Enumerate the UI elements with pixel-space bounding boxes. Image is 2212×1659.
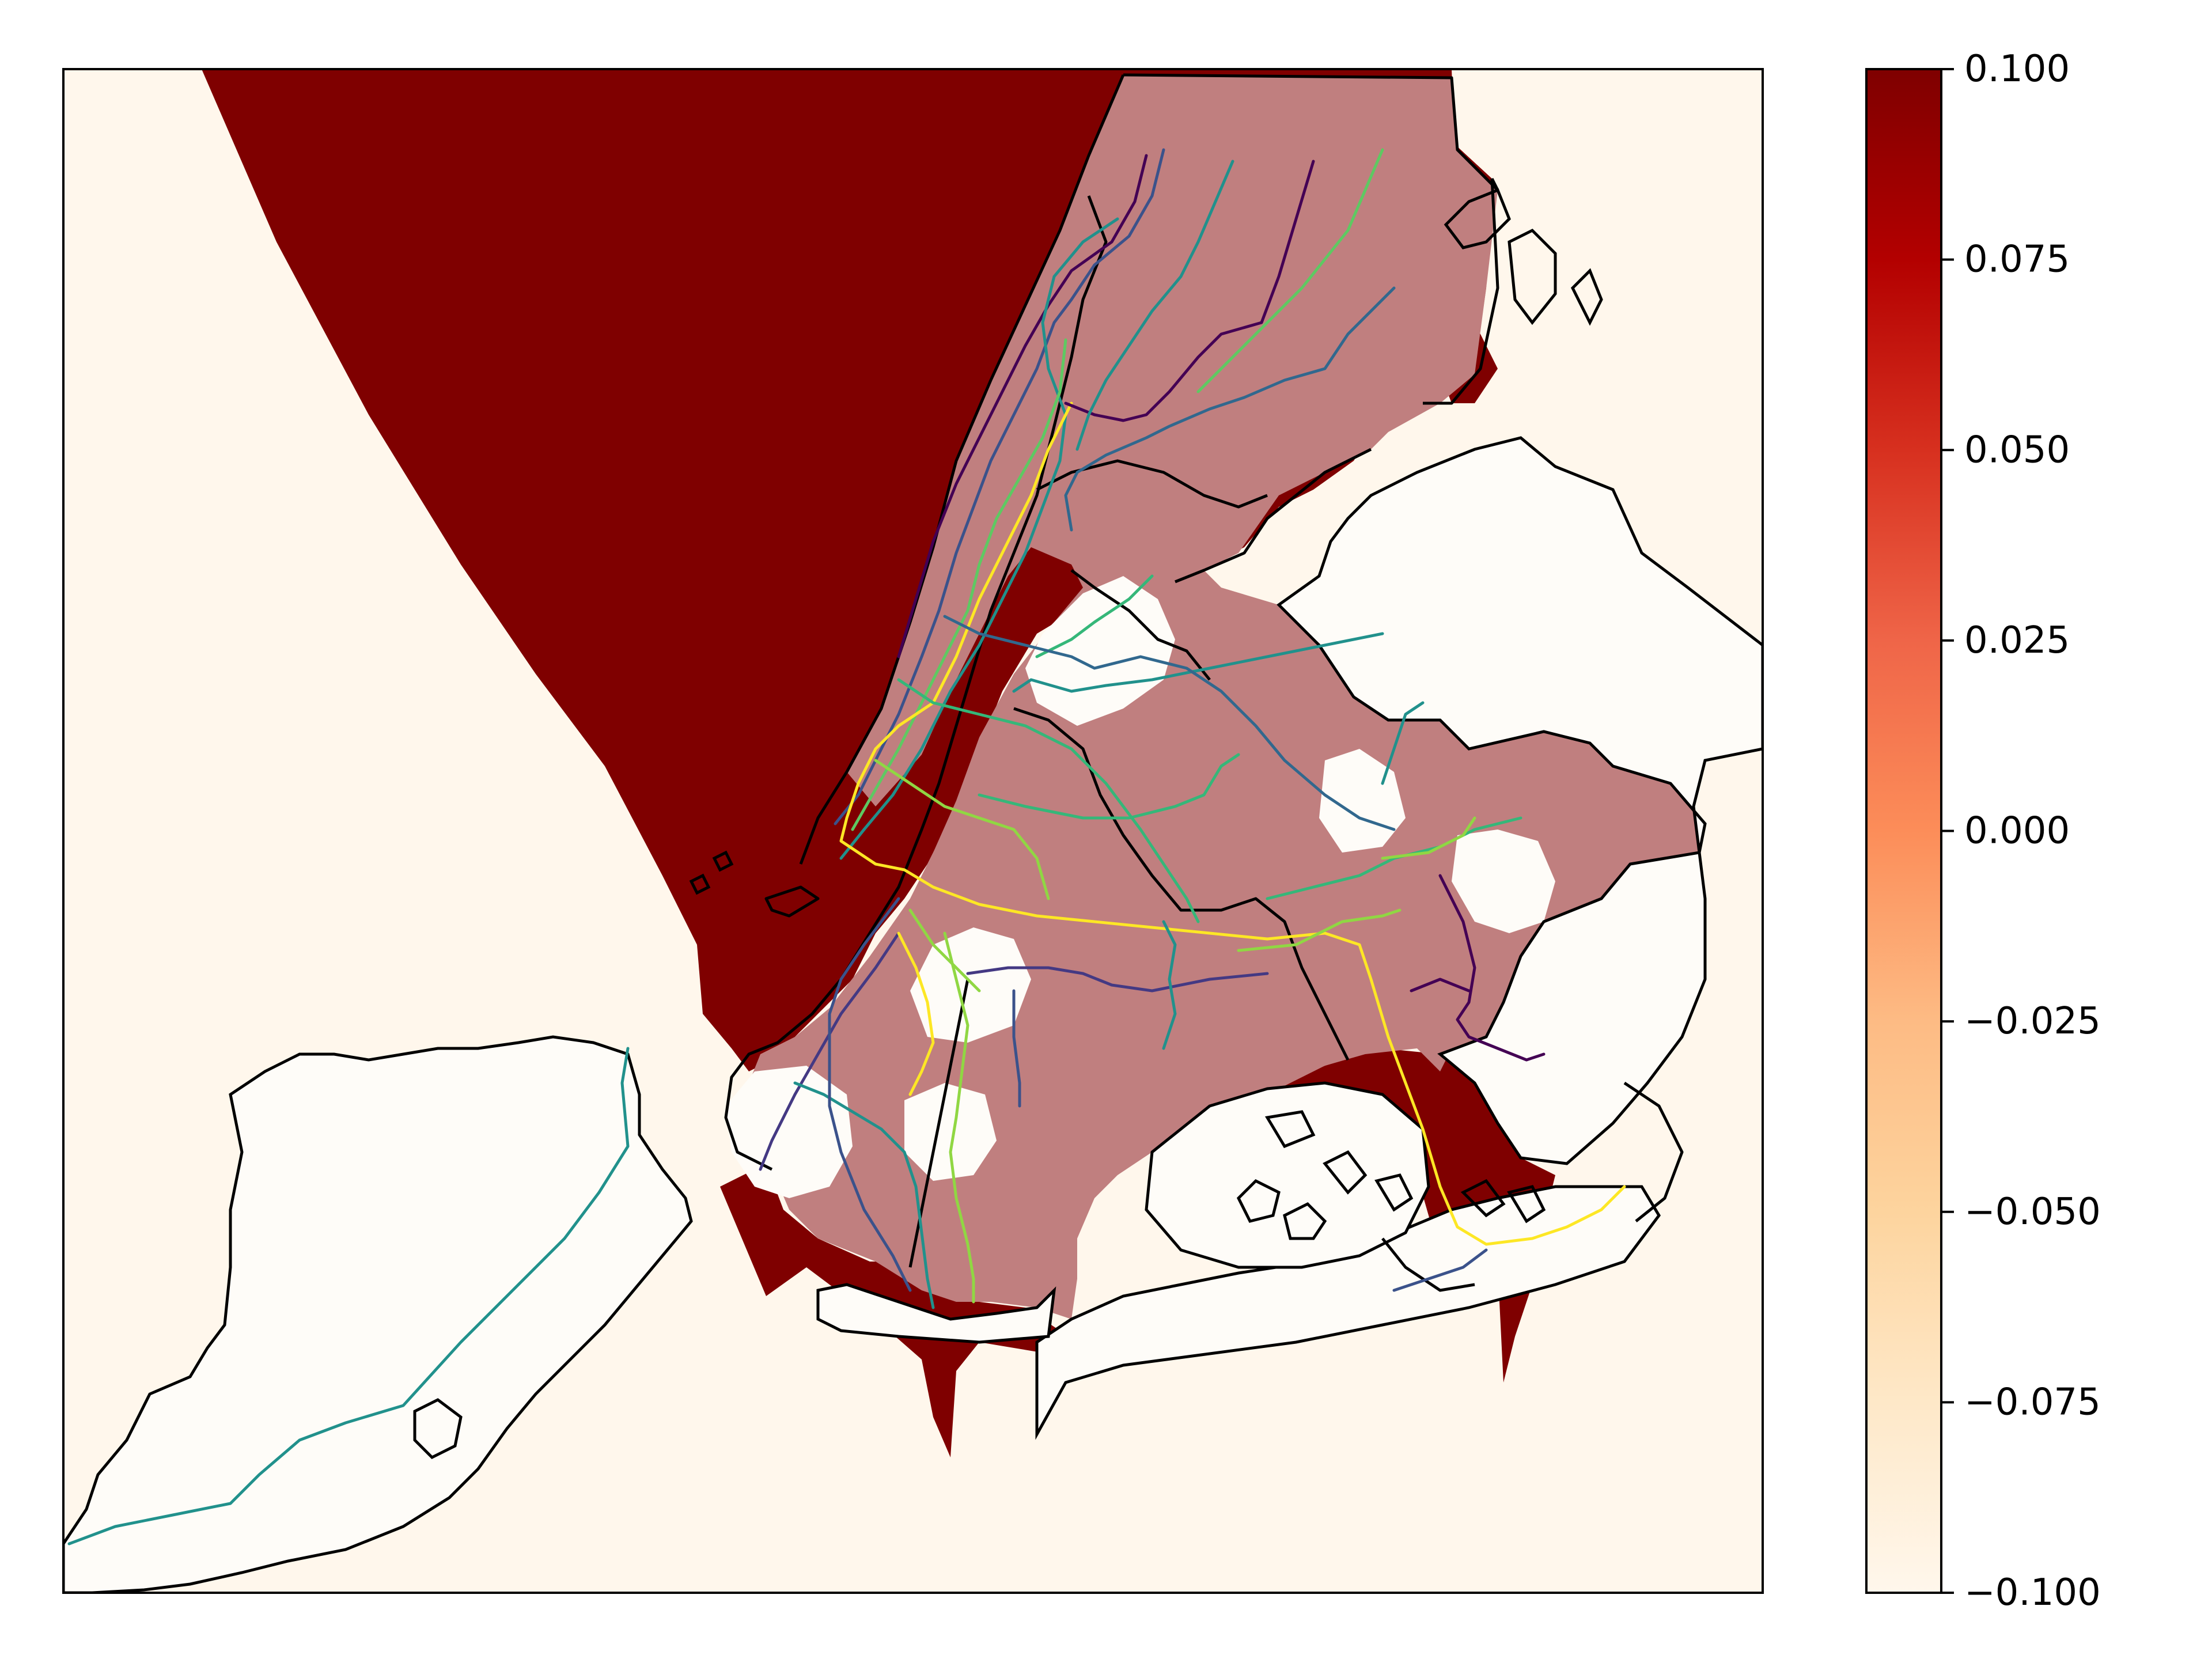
brooklyn-south (816, 1283, 1056, 1344)
high-value-region-jamaica (1192, 1048, 1555, 1382)
subway-line (943, 615, 1396, 831)
subway-line (828, 897, 912, 1292)
colorbar-ticks: 0.100 0.075 0.050 0.025 0.000 −0.025 −0.050 −0.… (1941, 48, 2101, 1614)
colorbar-tick-label: −0.100 (1964, 1571, 2101, 1614)
subway-line (966, 966, 1269, 993)
subway-line (908, 908, 981, 993)
subway-line (897, 678, 1200, 923)
jamaica-bay-islands (1145, 1081, 1430, 1269)
colorbar-tick-label: −0.075 (1964, 1381, 2101, 1423)
subway-line (897, 931, 935, 1096)
colorbar-tick-label: 0.075 (1964, 238, 2070, 281)
subway-line (1196, 148, 1384, 393)
subway-lines (67, 148, 1626, 1546)
queens-east (1277, 436, 1763, 1165)
subway-line (1392, 1248, 1488, 1292)
subway-line (943, 931, 975, 1304)
subway-line (1064, 286, 1396, 532)
colorbar-tick-label: −0.050 (1964, 1191, 2101, 1233)
map-axes (63, 69, 1763, 1593)
subway-line (978, 753, 1240, 820)
subway-line (1012, 989, 1021, 1108)
subway-line (1012, 632, 1384, 693)
subway-line (851, 338, 1067, 831)
colorbar-tick-label: 0.025 (1964, 619, 2070, 662)
subway-line (1438, 874, 1546, 1062)
small-islands (413, 188, 1603, 1460)
subway-line (1162, 920, 1177, 1050)
colorbar-gradient (1866, 69, 1941, 1593)
subway-line (793, 1081, 935, 1309)
subway-line (897, 154, 1148, 658)
subway-line (834, 148, 1165, 825)
colorbar-tick-label: −0.025 (1964, 1000, 2101, 1043)
subway-line (1410, 978, 1471, 993)
subway-line (1381, 701, 1425, 785)
subway-line (839, 217, 1119, 860)
subway-line (1075, 160, 1234, 451)
colorbar-tick-label: 0.050 (1964, 429, 2070, 471)
colorbar-tick-label: 0.000 (1964, 810, 2070, 853)
subway-line (1237, 908, 1402, 952)
subway-line (839, 402, 1626, 1246)
map-frame (62, 68, 1764, 1594)
subway-line-staten-island (67, 1047, 630, 1546)
subway-line (1064, 160, 1315, 422)
subway-line (1035, 574, 1154, 658)
subway-line (874, 759, 1050, 900)
subway-line (1381, 816, 1476, 860)
colorbar: 0.100 0.075 0.050 0.025 0.000 −0.025 −0.050 −0.… (1865, 48, 2101, 1614)
subway-line (759, 931, 900, 1171)
rockaway-peninsula (1035, 1185, 1661, 1440)
colorbar-tick-label: 0.100 (1964, 48, 2070, 90)
